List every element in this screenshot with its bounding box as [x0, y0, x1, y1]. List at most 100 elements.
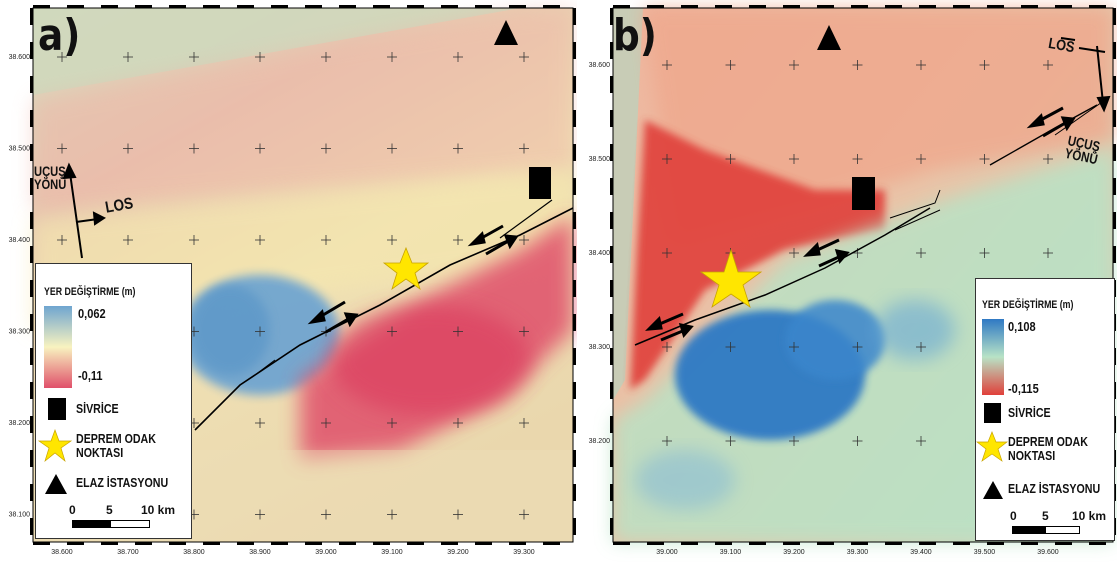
graticule-cross: [979, 248, 990, 258]
frame-dash: [203, 5, 220, 8]
x-tick-label: 38.900: [249, 549, 271, 556]
panel-b-scale-10: 10 km: [1072, 509, 1107, 523]
graticule-cross: [453, 509, 463, 520]
frame-dash: [33, 542, 50, 545]
graticule-cross: [453, 418, 463, 428]
y-tick-label: 38.400: [9, 237, 31, 244]
graticule-cross: [387, 235, 397, 245]
panel-b-legend-min: -0,115: [1008, 381, 1039, 396]
panel-a-sivrice-marker: [529, 167, 551, 199]
panel-a-scalebar: [72, 520, 150, 528]
graticule-cross: [255, 418, 265, 428]
graticule-cross: [519, 509, 529, 520]
panel-a-map: 38.600 38.700 38.800 38.900 39.000 39.100 39.2…: [8, 5, 576, 556]
graticule-cross: [57, 52, 67, 62]
frame-dash: [1113, 178, 1116, 195]
frame-dash: [1113, 246, 1116, 263]
graticule-cross: [57, 235, 67, 245]
graticule-cross: [453, 52, 463, 62]
frame-dash: [573, 280, 576, 297]
x-tick-label: 38.800: [183, 549, 205, 556]
frame-dash: [30, 280, 33, 297]
graticule-cross: [189, 235, 199, 245]
frame-dash: [573, 518, 576, 535]
frame-dash: [339, 542, 356, 545]
x-tick-label: 39.200: [783, 549, 805, 556]
frame-dash: [573, 314, 576, 331]
frame-dash: [407, 5, 424, 8]
graticule-cross: [725, 60, 736, 70]
panel-b: 39.000 39.100 39.200 39.300 39.400 39.500 39.6…: [585, 0, 1117, 563]
frame-dash: [509, 542, 526, 545]
frame-dash: [817, 5, 834, 8]
panel-a-legend-triangle-icon: [45, 474, 67, 494]
graticule-cross: [852, 154, 863, 164]
panel-b-legend-city-icon: [984, 403, 1001, 423]
panel-a-legend: YER DEĞİŞTİRME (m) 0,062 -0,11 SİVRİCE D…: [35, 263, 192, 539]
frame-dash: [987, 542, 1004, 545]
graticule-cross: [662, 60, 672, 70]
frame-dash: [610, 314, 613, 331]
panel-b-legend-triangle-icon: [983, 481, 1003, 499]
frame-dash: [30, 518, 33, 535]
graticule-cross: [387, 509, 397, 520]
graticule-cross: [255, 509, 265, 520]
frame-dash: [851, 542, 868, 545]
graticule-cross: [852, 60, 863, 70]
panel-b-legend-epicenter: DEPREM ODAK NOKTASI: [1008, 434, 1088, 463]
frame-dash: [610, 178, 613, 195]
graticule-cross: [662, 154, 672, 164]
panel-a-epicenter-star-icon: [382, 246, 430, 291]
graticule-cross: [387, 52, 397, 62]
frame-dash: [509, 5, 526, 8]
graticule-cross: [662, 436, 672, 446]
frame-dash: [573, 8, 576, 25]
frame-dash: [169, 542, 186, 545]
frame-dash: [1113, 110, 1116, 127]
frame-dash: [135, 542, 152, 545]
frame-dash: [475, 5, 492, 8]
frame-dash: [610, 76, 613, 93]
graticule-cross: [1043, 154, 1053, 164]
panel-a-scale-10: 10 km: [141, 503, 176, 517]
x-tick-label: 39.000: [315, 549, 337, 556]
graticule-cross: [789, 60, 799, 70]
graticule-cross: [519, 326, 529, 337]
graticule-cross: [916, 436, 926, 446]
frame-dash: [30, 246, 33, 263]
frame-dash: [373, 5, 390, 8]
graticule-cross: [519, 143, 529, 154]
frame-dash: [573, 178, 576, 195]
graticule-cross: [321, 235, 331, 245]
panel-b-legend-city: SİVRİCE: [1008, 405, 1051, 420]
x-tick-label: 39.000: [656, 549, 678, 556]
frame-dash: [783, 5, 800, 8]
graticule-cross: [321, 418, 331, 428]
frame-dash: [573, 42, 576, 59]
graticule-cross: [123, 143, 133, 154]
frame-dash: [610, 382, 613, 399]
frame-dash: [237, 542, 254, 545]
panel-b-legend-title: YER DEĞİŞTİRME (m): [982, 299, 1074, 311]
frame-dash: [613, 542, 630, 545]
frame-dash: [135, 5, 152, 8]
frame-dash: [30, 484, 33, 501]
panel-a-colorbar: [44, 306, 72, 388]
frame-dash: [681, 5, 698, 8]
frame-dash: [305, 542, 322, 545]
frame-dash: [30, 212, 33, 229]
frame-dash: [610, 212, 613, 229]
frame-dash: [305, 5, 322, 8]
graticule-cross: [189, 52, 199, 62]
frame-dash: [610, 280, 613, 297]
graticule-cross: [123, 52, 133, 62]
frame-dash: [30, 76, 33, 93]
graticule-cross: [662, 342, 672, 352]
panel-a: 38.600 38.700 38.800 38.900 39.000 39.100 39.2…: [8, 5, 576, 556]
panel-b-scale-5: 5: [1042, 509, 1049, 523]
y-tick-label: 38.200: [9, 420, 31, 427]
frame-dash: [1113, 76, 1116, 93]
frame-dash: [987, 5, 1004, 8]
y-tick-label: 38.200: [589, 438, 611, 445]
y-tick-label: 38.600: [589, 62, 611, 69]
